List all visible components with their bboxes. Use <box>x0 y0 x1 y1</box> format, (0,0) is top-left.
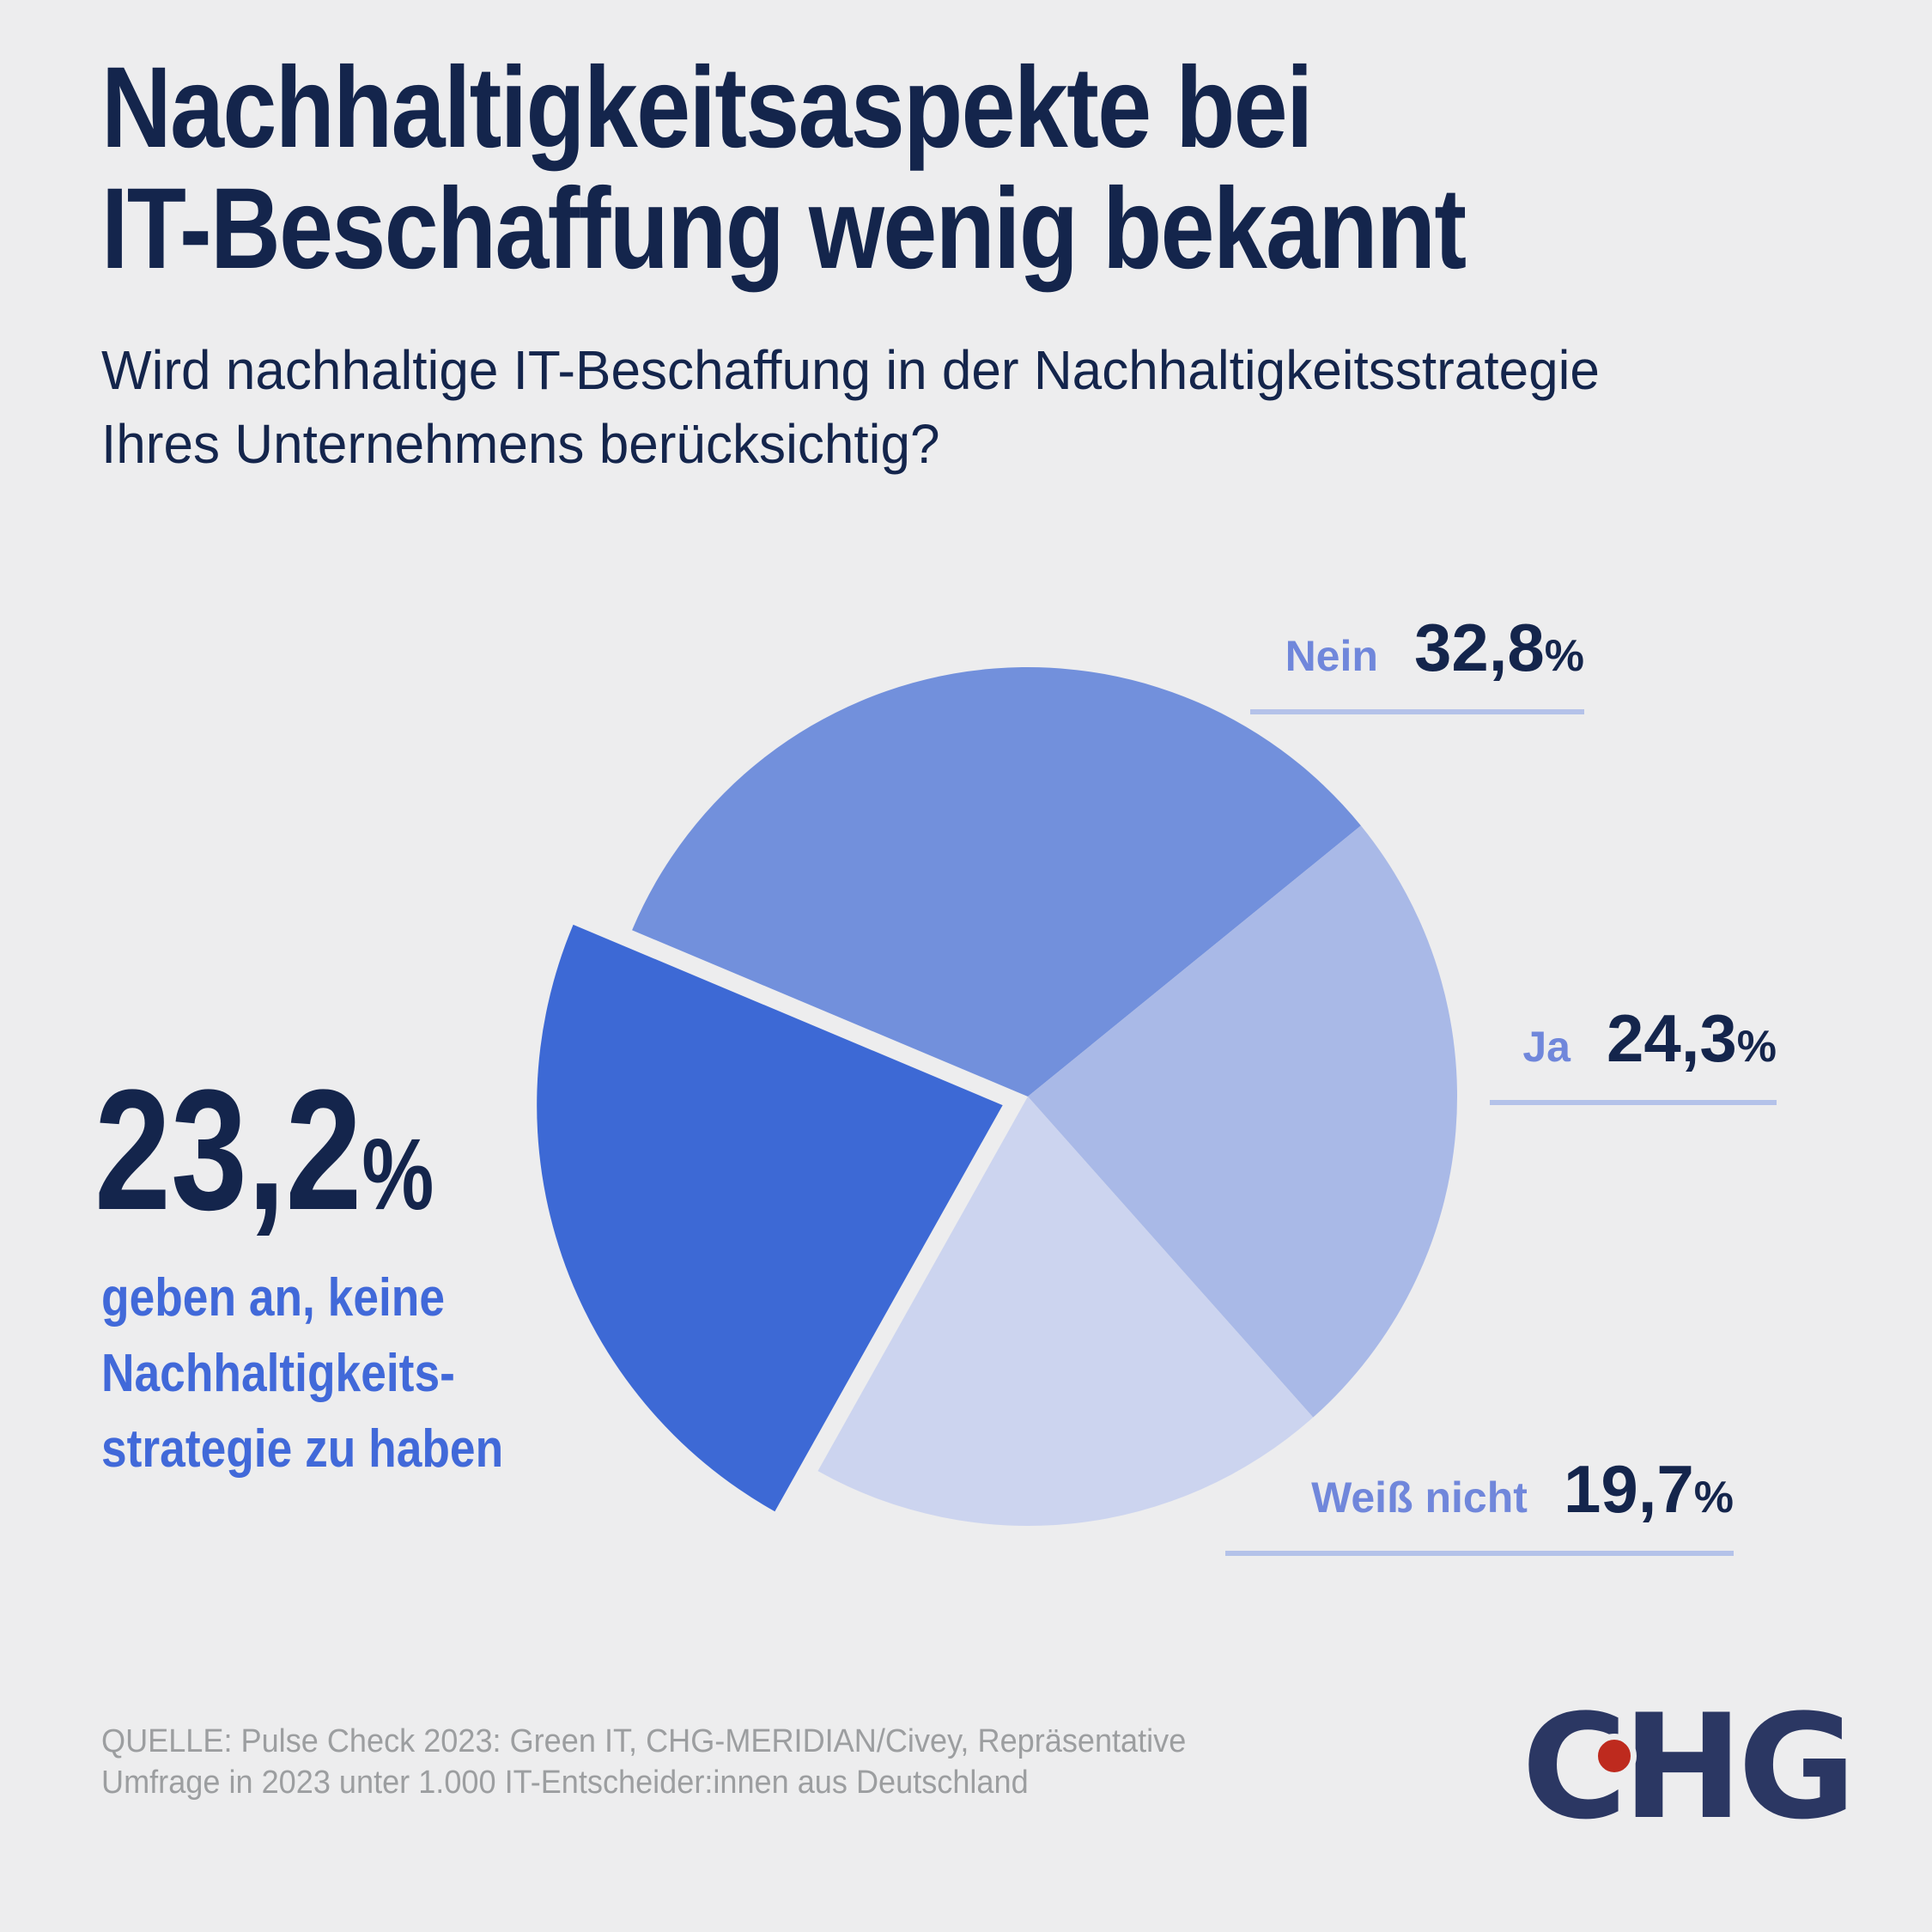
callout-ja-number: 24,3 <box>1606 1000 1737 1076</box>
highlight-unit: % <box>361 1118 434 1231</box>
source-note: QUELLE: Pulse Check 2023: Green IT, CHG-… <box>101 1723 1187 1801</box>
callout-nein-label: Nein <box>1285 632 1378 680</box>
page-subtitle: Wird nachhaltige IT-Beschaffung in der N… <box>101 339 1600 475</box>
chg-logo: CHG <box>1522 1695 1865 1850</box>
pie-slice-ja <box>1028 825 1457 1418</box>
highlight-value: 23,2% <box>94 1065 434 1261</box>
callout-nein-value: 32,8% <box>1414 611 1584 692</box>
highlight-number: 23,2 <box>94 1054 362 1246</box>
highlight-description: geben an, keine Nachhaltigkeits- strateg… <box>101 1268 504 1479</box>
callout-ja-value: 24,3% <box>1607 1002 1777 1083</box>
page-title: Nachhaltigkeitsaspekte bei IT-Beschaffun… <box>101 44 1467 293</box>
callout-weiss-nicht-value: 19,7% <box>1564 1453 1734 1534</box>
pie-slice-keine-strategie <box>537 924 1003 1512</box>
callout-ja-unit: % <box>1736 1022 1777 1072</box>
callout-weiss-nicht-unit: % <box>1693 1473 1734 1522</box>
chg-logo-red-dot-icon <box>1592 1734 1637 1778</box>
pie-slice-weiss-nicht <box>817 1097 1314 1526</box>
callout-weiss-nicht-number: 19,7 <box>1563 1451 1694 1527</box>
callout-nein-number: 32,8 <box>1413 610 1545 685</box>
callout-nein-unit: % <box>1544 631 1584 681</box>
callout-weiss-nicht-label: Weiß nicht <box>1311 1473 1528 1522</box>
callout-ja: Ja 24,3% <box>1490 1002 1777 1105</box>
callout-ja-label: Ja <box>1522 1023 1571 1071</box>
callout-weiss-nicht: Weiß nicht 19,7% <box>1225 1453 1734 1556</box>
callout-nein: Nein 32,8% <box>1250 611 1584 714</box>
chg-logo-text: CHG <box>1522 1683 1856 1851</box>
pie-slice-nein <box>632 667 1361 1097</box>
